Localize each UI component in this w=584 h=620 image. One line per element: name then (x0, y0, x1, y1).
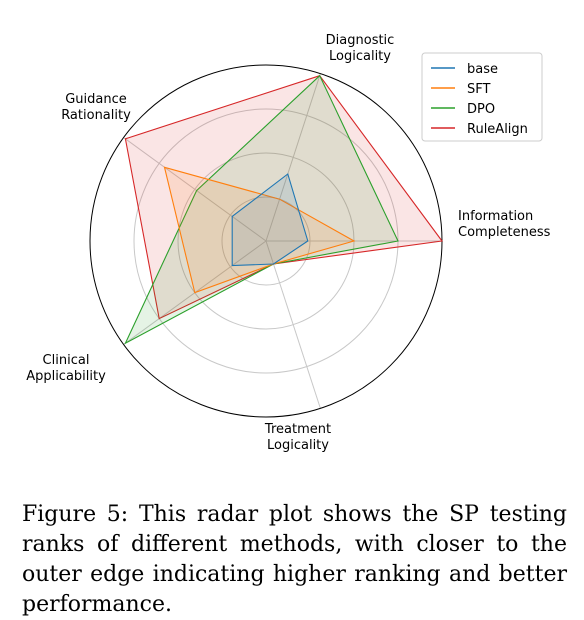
legend-box (421, 52, 543, 142)
figure: Diagnostic Logicality Information Completen… (22, 33, 567, 617)
series-polygon-base (231, 173, 309, 267)
legend-label-sft: SFT (467, 82, 491, 97)
series-polygon-rulealign (124, 75, 443, 320)
axis-spoke (265, 240, 321, 409)
axis-spoke (123, 137, 267, 242)
series-polygon-sft (163, 166, 356, 294)
legend-label-dpo: DPO (467, 102, 495, 117)
series-polygon-dpo (124, 74, 399, 345)
axis-label: Treatment Logicality (264, 422, 331, 453)
axis-label: Information Completeness (458, 209, 551, 240)
figure-caption: Figure 5: This radar plot shows the SP t… (22, 502, 567, 617)
axis-label: Clinical Applicability (26, 353, 106, 384)
axis-label: Guidance Rationality (61, 92, 131, 123)
axis-label: Diagnostic Logicality (326, 33, 395, 64)
axis-spoke (265, 73, 321, 242)
legend-label-rulealign: RuleAlign (467, 122, 528, 137)
legend-label-base: base (467, 62, 498, 77)
radar-chart: Diagnostic Logicality Information Completen… (26, 33, 551, 453)
